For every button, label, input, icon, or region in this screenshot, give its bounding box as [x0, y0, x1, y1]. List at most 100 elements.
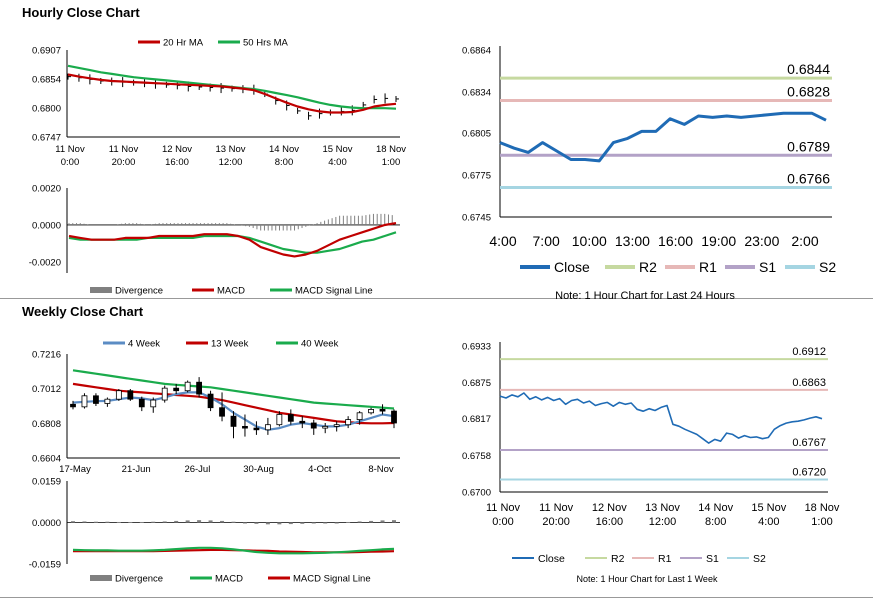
- y-tick-label: 0.6747: [32, 133, 61, 144]
- level-r2-label: 0.6912: [792, 346, 826, 358]
- divergence-bar: [254, 522, 259, 524]
- divergence-bar: [174, 520, 179, 523]
- divergence-bar: [357, 521, 362, 523]
- divergence-bar: [242, 522, 247, 524]
- divergence-bar: [288, 522, 293, 525]
- legend-macd-signal-label: MACD Signal Line: [293, 574, 371, 585]
- x-tick-label: 12:00: [649, 516, 677, 528]
- divergence-bar: [128, 521, 133, 523]
- x-tick-label: 16:00: [165, 157, 189, 168]
- x-tick-label: 4:00: [489, 233, 516, 249]
- divergence-bar: [231, 521, 236, 523]
- candle-body: [356, 412, 363, 420]
- divergence-bar: [346, 521, 351, 523]
- close-line: [499, 392, 823, 444]
- y-tick-label: 0.6907: [32, 46, 61, 57]
- divergence-bar: [265, 522, 270, 525]
- y-tick-label: 0.6864: [462, 46, 491, 57]
- legend-4-week-label: 4 Week: [128, 339, 160, 350]
- x-tick-label: 0:00: [61, 157, 80, 168]
- legend-13-week-label: 13 Week: [211, 339, 249, 350]
- candle-body: [276, 414, 283, 426]
- candle-body: [127, 390, 134, 400]
- x-tick-label: 12 Nov: [162, 144, 192, 155]
- weekly-section-title: Weekly Close Chart: [22, 304, 144, 319]
- y-tick-label: 0.6933: [462, 342, 491, 353]
- level-r2-label: 0.6844: [787, 61, 830, 77]
- x-tick-label: 16:00: [658, 233, 693, 249]
- x-tick-label: 16:00: [596, 516, 624, 528]
- candle-body: [391, 410, 397, 424]
- y-tick-label: 0.6834: [462, 88, 491, 99]
- x-tick-label: 15 Nov: [322, 144, 352, 155]
- y-tick-label: 0.7216: [32, 350, 61, 361]
- candle-body: [368, 408, 374, 414]
- candle-body: [299, 420, 306, 424]
- legend-s2-label: S2: [819, 259, 836, 275]
- x-tick-label: 26-Jul: [184, 464, 210, 475]
- x-tick-label: 8:00: [705, 516, 726, 528]
- candle-body: [150, 399, 157, 408]
- candle-body: [184, 381, 191, 392]
- divergence-bar: [392, 520, 396, 523]
- section-divider: [0, 298, 873, 299]
- legend-r1-label: R1: [699, 259, 717, 275]
- x-tick-label: 4-Oct: [308, 464, 332, 475]
- legend-r1-label: R1: [658, 553, 672, 565]
- legend-r2-label: R2: [639, 259, 657, 275]
- chart-note: Note: 1 Hour Chart for Last 24 Hours: [555, 290, 735, 302]
- level-s2-label: 0.6720: [792, 466, 826, 478]
- x-tick-label: 30-Aug: [243, 464, 274, 475]
- x-tick-label: 21-Jun: [122, 464, 151, 475]
- divergence-bar: [300, 522, 305, 524]
- x-tick-label: 11 Nov: [486, 502, 521, 514]
- x-tick-label: 4:00: [328, 157, 347, 168]
- divergence-bar: [116, 521, 121, 523]
- legend-macd-signal-label: MACD Signal Line: [295, 286, 373, 297]
- candle-body: [81, 395, 88, 408]
- divergence-bar: [323, 522, 328, 524]
- divergence-bar: [71, 521, 75, 523]
- y-tick-label: 0.6745: [462, 213, 491, 224]
- level-s1-label: 0.6789: [787, 138, 830, 154]
- x-tick-label: 12:00: [219, 157, 243, 168]
- ma40-week-line: [72, 369, 395, 410]
- legend-divergence-key: [90, 287, 112, 293]
- candle-body: [253, 427, 260, 431]
- bottom-divider: [0, 597, 873, 598]
- legend-r2-label: R2: [611, 553, 625, 565]
- x-tick-label: 1:00: [382, 157, 401, 168]
- divergence-bar: [311, 522, 316, 524]
- x-tick-label: 20:00: [112, 157, 136, 168]
- y-tick-label: 0.6604: [32, 454, 61, 465]
- x-tick-label: 15 Nov: [751, 502, 786, 514]
- close-line: [499, 111, 827, 163]
- y-tick-label: 0.7012: [32, 384, 61, 395]
- divergence-bar: [208, 520, 213, 523]
- legend-macd-label: MACD: [217, 286, 245, 297]
- candle-body: [138, 398, 145, 408]
- macd-line: [72, 546, 395, 555]
- x-tick-label: 8:00: [275, 157, 294, 168]
- hourly-section-title: Hourly Close Chart: [22, 5, 140, 20]
- candle-body: [173, 387, 180, 392]
- legend-close-label: Close: [554, 259, 590, 275]
- x-tick-label: 7:00: [533, 233, 560, 249]
- legend-50hrs-ma-label: 50 Hrs MA: [243, 38, 289, 49]
- candle-body: [287, 414, 294, 422]
- x-tick-label: 11 Nov: [109, 144, 139, 155]
- y-tick-label: 0.6775: [462, 170, 491, 181]
- legend-40-week-label: 40 Week: [301, 339, 339, 350]
- divergence-bar: [82, 521, 87, 523]
- y-tick-label: 0.6700: [462, 488, 491, 499]
- candle-body: [322, 425, 329, 429]
- x-tick-label: 14 Nov: [698, 502, 733, 514]
- x-tick-label: 20:00: [542, 516, 570, 528]
- y-tick-label: -0.0020: [29, 257, 61, 268]
- candle-body: [115, 390, 122, 400]
- y-tick-label: 0.6800: [32, 104, 61, 115]
- legend-close-label: Close: [538, 553, 565, 565]
- y-tick-label: 0.0159: [32, 477, 61, 488]
- y-tick-label: 0.6805: [462, 128, 491, 139]
